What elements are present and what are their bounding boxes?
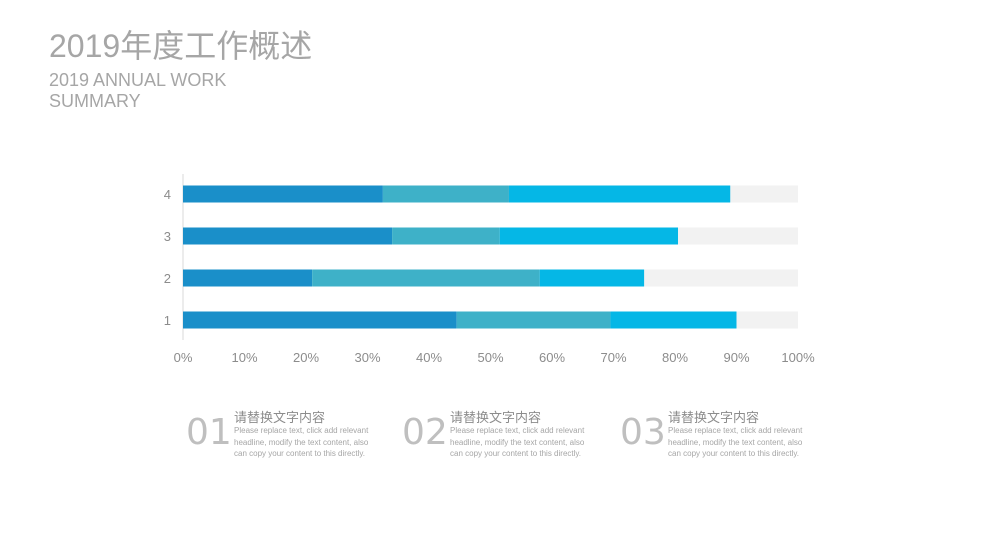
x-tick-label: 30% xyxy=(354,350,380,365)
bar-segment-row2-s3 xyxy=(539,269,645,287)
bar-segment-row4-s3 xyxy=(508,185,731,203)
feature-number: 02 xyxy=(402,412,448,453)
x-tick-label: 50% xyxy=(477,350,503,365)
page-subtitle: 2019 ANNUAL WORK SUMMARY xyxy=(49,70,227,111)
bar-segment-row3-s2 xyxy=(392,227,500,245)
x-tick-label: 60% xyxy=(539,350,565,365)
feature-heading: 请替换文字内容 xyxy=(668,410,760,425)
feature-text: 请替换文字内容 Please replace text, click add r… xyxy=(234,410,379,460)
feature-text: 请替换文字内容 Please replace text, click add r… xyxy=(668,410,813,460)
feature-body: Please replace text, click add relevant … xyxy=(234,426,369,458)
x-tick-label: 40% xyxy=(416,350,442,365)
bar-segment-row3-s3 xyxy=(499,227,679,245)
page-title: 2019年度工作概述 xyxy=(49,28,313,64)
bar-segment-row3-s4 xyxy=(678,227,798,245)
bar-segment-row4-s4 xyxy=(730,185,798,203)
bar-segment-row1-s3 xyxy=(610,311,737,329)
y-tick-label: 4 xyxy=(164,187,171,202)
feature-body: Please replace text, click add relevant … xyxy=(668,426,803,458)
feature-number: 01 xyxy=(186,412,232,453)
y-tick-label: 1 xyxy=(164,313,171,328)
feature-item-01: 01 请替换文字内容 Please replace text, click ad… xyxy=(186,410,379,460)
feature-number: 03 xyxy=(620,412,666,453)
bar-segment-row1-s4 xyxy=(736,311,798,329)
feature-heading: 请替换文字内容 xyxy=(450,410,542,425)
bar-segment-row2-s1 xyxy=(183,269,313,287)
x-tick-label: 20% xyxy=(293,350,319,365)
bar-segment-row1-s1 xyxy=(183,311,457,329)
x-tick-label: 90% xyxy=(723,350,749,365)
x-tick-label: 10% xyxy=(231,350,257,365)
feature-text: 请替换文字内容 Please replace text, click add r… xyxy=(450,410,595,460)
x-tick-label: 80% xyxy=(662,350,688,365)
bar-segment-row2-s2 xyxy=(312,269,540,287)
x-tick-label: 100% xyxy=(781,350,815,365)
feature-item-03: 03 请替换文字内容 Please replace text, click ad… xyxy=(620,410,813,460)
x-tick-label: 70% xyxy=(600,350,626,365)
y-tick-label: 2 xyxy=(164,271,171,286)
bar-segment-row2-s4 xyxy=(644,269,798,287)
feature-heading: 请替换文字内容 xyxy=(234,410,326,425)
feature-body: Please replace text, click add relevant … xyxy=(450,426,585,458)
x-tick-label: 0% xyxy=(174,350,193,365)
title-block: 2019年度工作概述 2019 ANNUAL WORK SUMMARY xyxy=(49,28,312,112)
bar-segment-row4-s2 xyxy=(382,185,509,203)
bar-segment-row4-s1 xyxy=(183,185,383,203)
bar-segment-row3-s1 xyxy=(183,227,393,245)
bar-segment-row1-s2 xyxy=(456,311,611,329)
feature-item-02: 02 请替换文字内容 Please replace text, click ad… xyxy=(402,410,595,460)
y-tick-label: 3 xyxy=(164,229,171,244)
